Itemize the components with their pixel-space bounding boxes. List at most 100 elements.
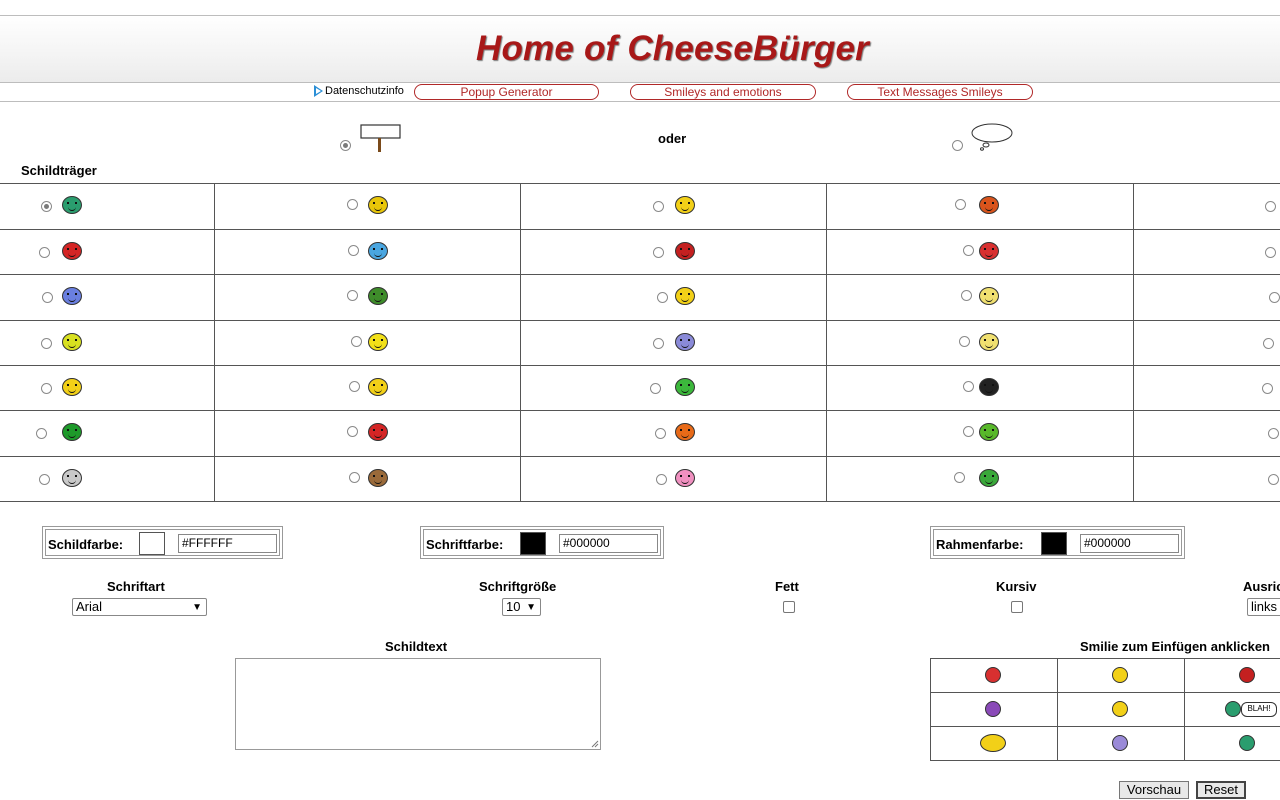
font-family-label: Schriftart bbox=[107, 579, 165, 594]
smilie-row-line bbox=[930, 726, 1280, 727]
chevron-down-icon: ▼ bbox=[192, 602, 202, 613]
smiley-radio[interactable] bbox=[39, 473, 50, 485]
smiley-radio[interactable] bbox=[961, 290, 972, 301]
smiley-radio[interactable] bbox=[347, 199, 358, 210]
smiley-radio[interactable] bbox=[41, 201, 52, 212]
smiley-radio[interactable] bbox=[653, 337, 664, 349]
smilie-row-line bbox=[930, 760, 1280, 761]
small-yellow-smiley-icon bbox=[368, 332, 388, 351]
smiley-radio[interactable] bbox=[347, 290, 358, 301]
smiley-radio[interactable] bbox=[1262, 382, 1273, 394]
smiley-radio[interactable] bbox=[42, 292, 53, 303]
shield-text-area[interactable] bbox=[235, 658, 601, 750]
border-color-swatch[interactable] bbox=[1041, 532, 1067, 555]
red-creature-smiley-icon bbox=[368, 423, 388, 441]
shield-text-label: Schildtext bbox=[385, 639, 448, 654]
site-title: Home of CheeseBürger bbox=[476, 29, 869, 68]
smiley-radio[interactable] bbox=[1268, 428, 1279, 439]
play-triangle-icon bbox=[314, 85, 323, 98]
green-frog-smiley-icon bbox=[368, 287, 388, 305]
smiley-radio[interactable] bbox=[41, 382, 52, 394]
privacy-info-label: Datenschutzinfo bbox=[325, 85, 404, 97]
angry-red-smiley-icon bbox=[985, 667, 1001, 683]
thought-bubble-icon bbox=[971, 123, 1013, 151]
blah-sign-smiley-icon bbox=[1225, 701, 1241, 717]
smiley-radio[interactable] bbox=[1265, 246, 1276, 258]
dog-bone-smiley-icon bbox=[62, 423, 82, 441]
black-grin-smiley-icon bbox=[979, 377, 999, 396]
cool-yellow-smiley-icon bbox=[675, 287, 695, 305]
thought-bubble-radio[interactable] bbox=[952, 140, 963, 151]
shield-color-label: Schildfarbe: bbox=[48, 537, 124, 552]
resize-handle-icon[interactable] bbox=[591, 740, 599, 748]
smiley-radio[interactable] bbox=[348, 244, 359, 256]
smiley-radio[interactable] bbox=[954, 471, 965, 483]
chevron-down-icon: ▼ bbox=[526, 602, 536, 613]
font-size-select[interactable]: 10 ▼ bbox=[502, 598, 541, 616]
border-color-box: Rahmenfarbe: #000000 bbox=[930, 526, 1185, 559]
smilie-insert-label: Smilie zum Einfügen anklicken bbox=[1080, 639, 1270, 654]
smilie-col-line bbox=[1184, 658, 1185, 760]
grid-row-line bbox=[0, 320, 1280, 321]
grid-row-line bbox=[0, 274, 1280, 275]
smiley-radio[interactable] bbox=[349, 380, 360, 392]
smiley-radio[interactable] bbox=[963, 244, 974, 256]
smiley-radio[interactable] bbox=[656, 473, 667, 485]
smiley-radio[interactable] bbox=[959, 335, 970, 347]
or-label: oder bbox=[658, 131, 687, 146]
font-family-select[interactable]: Arial ▼ bbox=[72, 598, 207, 616]
nav-link-popup-generator[interactable]: Popup Generator bbox=[414, 84, 599, 100]
sign-carrier-label: Schildträger bbox=[21, 163, 97, 178]
smiley-radio[interactable] bbox=[41, 337, 52, 349]
font-color-box: Schriftfarbe: #000000 bbox=[420, 526, 664, 559]
smiley-radio[interactable] bbox=[963, 426, 974, 437]
shield-color-swatch[interactable] bbox=[139, 532, 165, 555]
smiley-radio[interactable] bbox=[1263, 337, 1274, 349]
smiley-radio[interactable] bbox=[1268, 473, 1279, 485]
border-color-input[interactable]: #000000 bbox=[1080, 534, 1179, 553]
font-color-swatch[interactable] bbox=[520, 532, 546, 555]
font-color-input[interactable]: #000000 bbox=[559, 534, 658, 553]
smiley-radio[interactable] bbox=[349, 471, 360, 483]
sign-type-radio[interactable] bbox=[340, 140, 351, 151]
nav-link-text-messages-smileys[interactable]: Text Messages Smileys bbox=[847, 84, 1033, 100]
smiley-radio[interactable] bbox=[39, 246, 50, 258]
music-note-smiley-icon bbox=[368, 241, 388, 260]
smiley-radio[interactable] bbox=[351, 335, 362, 347]
nav-link-smileys-emotions[interactable]: Smileys and emotions bbox=[630, 84, 816, 100]
smilie-insert-cell[interactable] bbox=[1185, 727, 1280, 760]
yellow-laugh-smiley-icon bbox=[368, 196, 388, 214]
preview-button[interactable]: Vorschau bbox=[1119, 781, 1189, 799]
smiley-radio[interactable] bbox=[1265, 201, 1276, 212]
smilie-insert-cell[interactable] bbox=[1185, 659, 1280, 692]
smiley-radio[interactable] bbox=[650, 382, 661, 394]
smiley-radio[interactable] bbox=[653, 246, 664, 258]
grid-row-line bbox=[0, 410, 1280, 411]
font-color-label: Schriftfarbe: bbox=[426, 537, 504, 552]
smiley-radio[interactable] bbox=[963, 380, 974, 392]
grid-col-line bbox=[1133, 183, 1134, 501]
smiley-radio[interactable] bbox=[347, 426, 358, 437]
bold-label: Fett bbox=[775, 579, 799, 594]
crying-blue-smiley-icon bbox=[62, 287, 82, 305]
devil-smiley-icon bbox=[675, 241, 695, 260]
font-family-value: Arial bbox=[76, 599, 103, 614]
shield-color-input[interactable]: #FFFFFF bbox=[178, 534, 277, 553]
italic-checkbox[interactable] bbox=[1011, 601, 1023, 613]
smiley-radio[interactable] bbox=[955, 199, 966, 210]
green-grin-smiley-icon bbox=[62, 196, 82, 214]
smilie-row-line bbox=[930, 692, 1280, 693]
privacy-info-link[interactable]: Datenschutzinfo bbox=[314, 85, 404, 98]
smiley-radio[interactable] bbox=[1269, 292, 1280, 303]
smiley-radio[interactable] bbox=[655, 428, 666, 439]
angel-halo-smiley-icon bbox=[62, 332, 82, 351]
alignment-select[interactable]: links bbox=[1247, 598, 1280, 616]
grid-col-line bbox=[520, 183, 521, 501]
goat-smiley-icon bbox=[368, 468, 388, 487]
smiley-radio[interactable] bbox=[657, 292, 668, 303]
smiley-radio[interactable] bbox=[36, 428, 47, 439]
border-color-label: Rahmenfarbe: bbox=[936, 537, 1024, 552]
smiley-radio[interactable] bbox=[653, 201, 664, 212]
bold-checkbox[interactable] bbox=[783, 601, 795, 613]
reset-button[interactable]: Reset bbox=[1196, 781, 1246, 799]
